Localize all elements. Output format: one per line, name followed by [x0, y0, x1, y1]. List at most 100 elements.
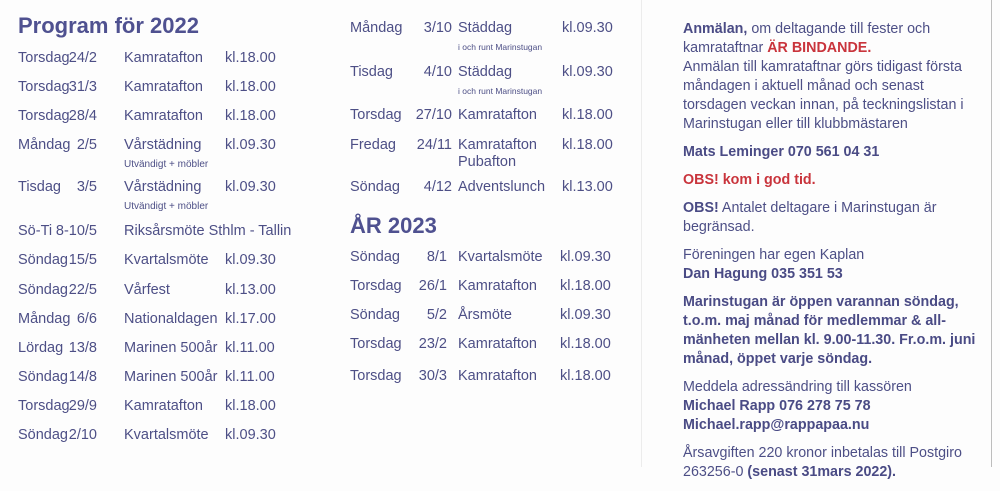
event-date: 22/5: [68, 282, 97, 298]
event-event: Marinen 500år: [124, 340, 218, 356]
event-day: Torsdag: [18, 79, 70, 95]
event-date: 31/3: [68, 79, 97, 95]
event-event: Vårfest: [124, 282, 170, 298]
page-edge: [991, 0, 992, 467]
event-event: Kvartalsmöte: [124, 427, 209, 443]
event-time: kl.17.00: [225, 311, 276, 327]
event-day: Måndag: [18, 137, 71, 153]
event-time: kl.18.00: [225, 50, 276, 66]
event-day: Torsdag: [350, 336, 402, 352]
event-day: Tisdag: [350, 64, 393, 80]
obs-on-time: OBS! kom i god tid.: [683, 172, 816, 188]
event-date: 2/5: [76, 137, 97, 153]
program-title: Program för 2022: [18, 13, 199, 38]
event-event: Kamratafton: [124, 50, 203, 66]
event-time: kl.09.30: [562, 20, 613, 36]
event-time: kl.18.00: [225, 108, 276, 124]
event-note: i och runt Marinstugan: [458, 42, 543, 52]
event-date: 26/1: [418, 278, 447, 294]
event-event: Kvartalsmöte: [124, 252, 209, 268]
event-time: kl.18.00: [560, 336, 611, 352]
event-event: Kamratafton: [124, 398, 203, 414]
event-day: Sö-Ti: [18, 223, 53, 239]
event-date: 27/10: [415, 107, 452, 123]
event-event: Städdag: [458, 20, 513, 36]
event-day: Söndag: [18, 369, 68, 385]
event-event: Adventslunch: [458, 179, 546, 195]
event-date: 8/1: [426, 249, 447, 265]
event-time: kl.09.30: [225, 137, 276, 153]
event-date: 24/11: [416, 137, 452, 153]
event-time: kl.18.00: [562, 107, 613, 123]
event-time: kl.09.30: [560, 307, 611, 323]
event-day: Torsdag: [350, 278, 402, 294]
contact-club-master: Mats Leminger 070 561 04 31: [683, 144, 880, 160]
event-event: Riksårsmöte Sthlm - Tallin: [124, 223, 292, 239]
event-date: 4/12: [423, 179, 452, 195]
event-day: Torsdag: [350, 368, 402, 384]
event-time: kl.09.30: [225, 252, 276, 268]
event-time: kl.18.00: [560, 368, 611, 384]
event-date: 5/2: [426, 307, 447, 323]
event-event: Vårstädning: [124, 137, 202, 153]
column-divider: [641, 0, 642, 467]
event-date: 14/8: [68, 369, 97, 385]
year-2023-title: ÅR 2023: [350, 213, 437, 238]
event-event: Kamratafton: [458, 278, 537, 294]
opening-hours: Marinstugan är öppen varannan söndag, t.…: [683, 294, 976, 367]
event-day: Söndag: [18, 282, 68, 298]
event-day: Fredag: [350, 137, 396, 153]
event-date: 13/8: [68, 340, 97, 356]
event-note: i och runt Marinstugan: [458, 86, 543, 96]
event-time: kl.18.00: [225, 398, 276, 414]
event-day: Söndag: [350, 249, 400, 265]
event-event: Kamratafton: [124, 108, 203, 124]
event-event: Kamratafton: [124, 79, 203, 95]
obs-capacity: OBS! Antalet deltagare i Marinstugan är …: [683, 200, 937, 235]
event-date: 3/5: [76, 179, 97, 195]
event-day: Torsdag: [18, 398, 70, 414]
event-event: Marinen 500år: [124, 369, 218, 385]
event-event: Städdag: [458, 64, 513, 80]
registration-info: Anmälan, om deltagande till fester och k…: [683, 21, 964, 132]
treasurer-email: Michael.rapp@rappapaa.nu: [683, 417, 870, 433]
event-date: 2/10: [68, 427, 97, 443]
event-day: Söndag: [350, 307, 400, 323]
fee-info: Årsavgiften 220 kronor inbetalas till Po…: [683, 445, 962, 480]
event-event: Kamratafton: [458, 368, 537, 384]
event-event: Kamratafton: [458, 137, 537, 153]
event-time: kl.09.30: [562, 64, 613, 80]
event-day: Tisdag: [18, 179, 61, 195]
event-date: 3/10: [423, 20, 452, 36]
chaplain-info: Föreningen har egen Kaplan Dan Hagung 035…: [683, 247, 865, 282]
event-time: kl.18.00: [560, 278, 611, 294]
event-event: Nationaldagen: [124, 311, 218, 327]
event-time: kl.11.00: [225, 369, 275, 385]
event-day: Torsdag: [18, 50, 70, 66]
event-date: 15/5: [68, 252, 97, 268]
event-time: kl.18.00: [562, 137, 613, 153]
event-note: Utvändigt + möbler: [124, 201, 209, 212]
event-time: kl.13.00: [225, 282, 276, 298]
event-day: Måndag: [350, 20, 403, 36]
treasurer-info: Meddela adressändring till kassören Micha…: [683, 379, 912, 433]
event-date: 8-10/5: [55, 223, 97, 239]
event-day: Måndag: [18, 311, 71, 327]
event-time: kl.09.30: [225, 179, 276, 195]
event-date: 28/4: [68, 108, 97, 124]
event-day: Söndag: [18, 427, 68, 443]
event-time: kl.11.00: [225, 340, 275, 356]
event-day: Torsdag: [18, 108, 70, 124]
event-date: 30/3: [418, 368, 447, 384]
event-day: Lördag: [18, 340, 64, 356]
event-note: Utvändigt + möbler: [124, 159, 209, 170]
event-event: Kamratafton: [458, 336, 537, 352]
event-time: kl.18.00: [225, 79, 276, 95]
event-date: 23/2: [418, 336, 447, 352]
event-time: kl.13.00: [562, 179, 613, 195]
event-time: kl.09.30: [225, 427, 276, 443]
info-column: Anmälan, om deltagande till fester och k…: [683, 20, 983, 491]
event-event: Vårstädning: [124, 179, 202, 195]
event-date: 29/9: [68, 398, 97, 414]
event-event2: Pubafton: [458, 154, 517, 170]
